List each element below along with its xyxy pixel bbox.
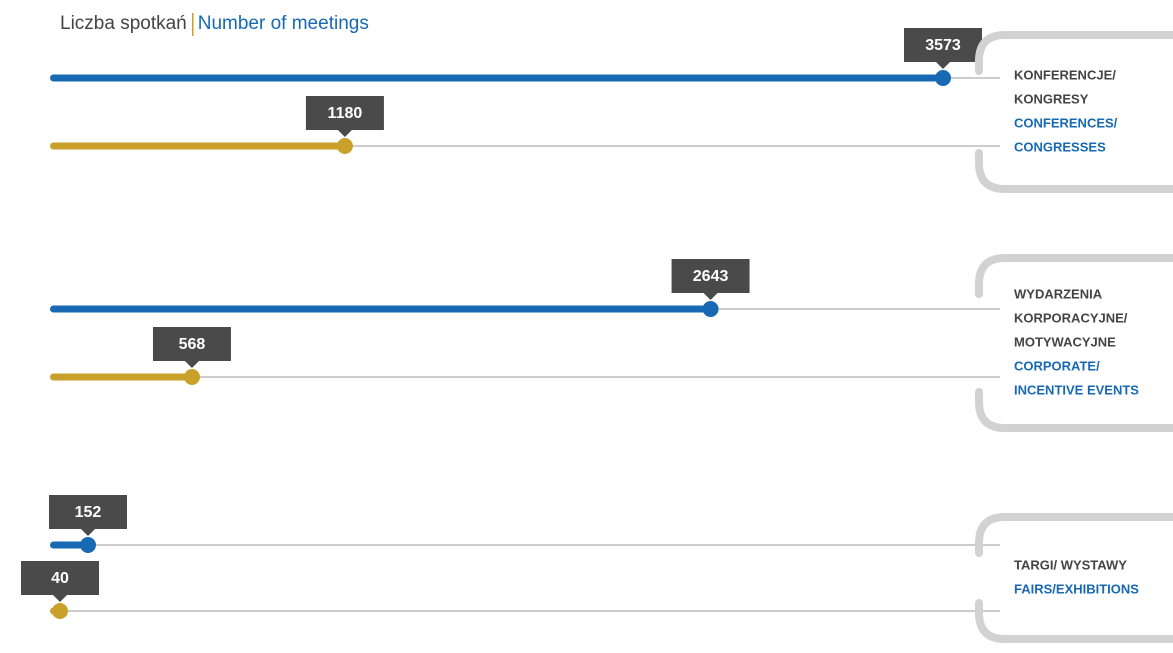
value-box (671, 259, 750, 293)
value-pointer (337, 130, 352, 137)
bar (50, 373, 192, 381)
value-box (305, 96, 384, 130)
value-pointer (52, 595, 67, 602)
bracket (975, 254, 1173, 432)
value-box (20, 561, 99, 595)
category-label-en: FAIRS/EXHIBITIONS (1014, 581, 1139, 596)
category-label-en: INCENTIVE EVENTS (1014, 382, 1139, 397)
value-pointer (703, 293, 718, 300)
category-label-pl: TARGI/ WYSTAWY (1014, 557, 1127, 572)
bar (50, 74, 943, 82)
bar-end-dot (702, 301, 719, 317)
value-pointer (184, 361, 199, 368)
value-label: 568 (179, 336, 206, 353)
value-label: 3573 (925, 37, 961, 54)
value-label: 152 (75, 504, 102, 521)
value-label: 1180 (328, 105, 363, 122)
bar-end-dot (935, 70, 951, 86)
title-pl: Liczba spotkań (60, 13, 187, 34)
bracket (975, 31, 1173, 193)
bar (50, 305, 711, 313)
category-label-en: CONGRESSES (1014, 139, 1106, 154)
value-pointer (80, 529, 95, 536)
bar-end-dot (51, 603, 68, 619)
category-label-en: CORPORATE/ (1014, 358, 1100, 373)
category-label-pl: KONGRESY (1014, 91, 1089, 106)
value-pointer (936, 62, 950, 69)
category-label-en: CONFERENCES/ (1014, 115, 1118, 130)
value-box (152, 327, 231, 361)
title-en: Number of meetings (198, 13, 369, 34)
category-label-pl: KORPORACYJNE/ (1014, 310, 1128, 325)
bar-end-dot (183, 369, 200, 385)
category-label-pl: KONFERENCJE/ (1014, 67, 1116, 82)
bracket (975, 513, 1173, 643)
value-box (48, 495, 127, 529)
value-box (904, 28, 982, 62)
bar-end-dot (79, 537, 96, 553)
value-label: 40 (51, 570, 69, 587)
bar (50, 541, 88, 549)
bar-end-dot (336, 138, 353, 154)
category-label-pl: WYDARZENIA (1014, 286, 1103, 301)
bar (50, 142, 345, 150)
value-label: 2643 (693, 268, 729, 285)
category-label-pl: MOTYWACYJNE (1014, 334, 1116, 349)
